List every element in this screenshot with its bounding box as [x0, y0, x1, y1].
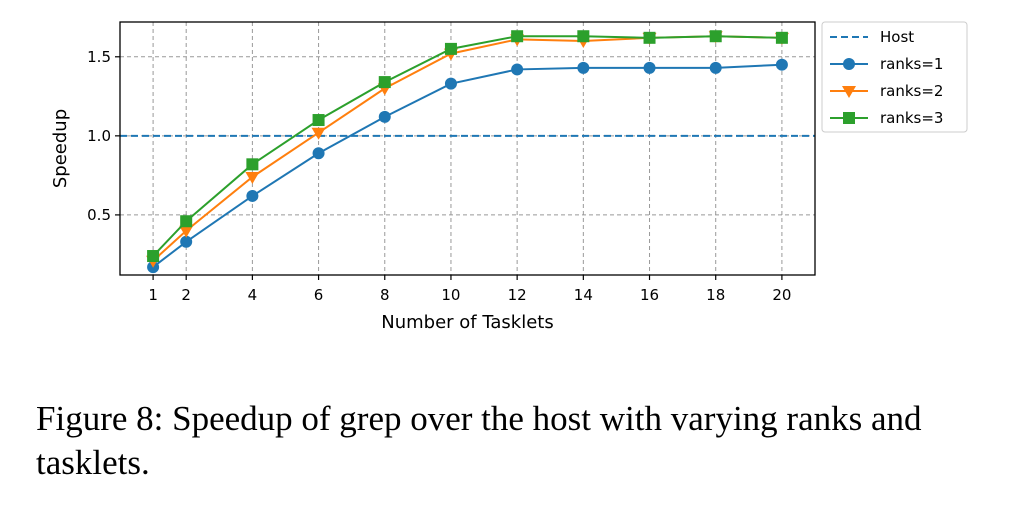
point-ranks=3-1: [147, 250, 160, 263]
x-tick-label-4: 4: [248, 286, 258, 304]
series-line-ranks=2: [152, 35, 782, 262]
legend-box: [821, 21, 968, 133]
point-ranks=1-2: [180, 235, 193, 248]
plot-frame: [119, 21, 816, 276]
series-ranks=2: [146, 31, 789, 268]
series-line-ranks=3: [152, 35, 782, 257]
x-tick-label-1: 1: [148, 286, 158, 304]
legend-label-Host: Host: [880, 28, 914, 46]
series-ranks=3: [147, 30, 788, 263]
point-ranks=1-20: [775, 58, 788, 71]
x-tick-label-18: 18: [706, 286, 725, 304]
point-ranks=3-10: [444, 42, 457, 55]
legend: Host ranks=1 ranks=2 ranks=3: [821, 21, 968, 133]
point-ranks=1-4: [246, 189, 259, 202]
point-ranks=2-2: [179, 225, 194, 238]
x-tick-label-6: 6: [314, 286, 324, 304]
point-ranks=3-2: [180, 215, 193, 228]
series-group: [146, 30, 789, 274]
point-ranks=2-4: [245, 171, 260, 184]
point-ranks=3-20: [775, 31, 788, 44]
y-tick-label-1.0: 1.0: [87, 127, 111, 145]
series-ranks=1: [147, 58, 788, 274]
x-tick-label-20: 20: [772, 286, 791, 304]
x-tick-label-8: 8: [380, 286, 390, 304]
legend-marker-ranks=3: [843, 112, 855, 124]
y-axis-label: Speedup: [50, 109, 71, 188]
legend-marker-ranks=2: [842, 86, 856, 98]
y-tick-label-1.5: 1.5: [87, 48, 111, 66]
point-ranks=1-18: [709, 61, 722, 74]
figure-caption: Figure 8: Speedup of grep over the host …: [36, 399, 922, 482]
grid: [120, 22, 815, 275]
point-ranks=3-18: [709, 30, 722, 43]
point-ranks=1-12: [511, 63, 524, 76]
x-tick-label-2: 2: [181, 286, 191, 304]
legend-label-ranks=2: ranks=2: [880, 82, 943, 100]
point-ranks=1-8: [378, 110, 391, 123]
legend-label-ranks=3: ranks=3: [880, 109, 943, 127]
point-ranks=2-6: [311, 127, 326, 140]
point-ranks=3-16: [643, 31, 656, 44]
y-axis-ticks: 0.5 1.0 1.5: [87, 48, 120, 224]
point-ranks=3-12: [511, 30, 524, 43]
x-axis-ticks: 1 2 4 6 8 10 12 14 16 18 20: [148, 275, 791, 304]
x-tick-label-10: 10: [441, 286, 460, 304]
x-tick-label-16: 16: [640, 286, 659, 304]
legend-label-ranks=1: ranks=1: [880, 55, 943, 73]
speedup-chart: 1 2 4 6 8 10 12 14 16 18 20 0.51.01.5 Number of Ta…: [50, 21, 968, 333]
x-axis-label: Number of Tasklets: [381, 312, 553, 333]
x-tick-label-12: 12: [508, 286, 527, 304]
point-ranks=3-4: [246, 158, 259, 171]
point-ranks=3-6: [312, 114, 325, 127]
point-ranks=1-16: [643, 61, 656, 74]
y-tick-label-0.5: 0.5: [87, 206, 111, 224]
point-ranks=1-10: [444, 77, 457, 90]
point-ranks=3-8: [378, 76, 391, 89]
point-ranks=3-14: [577, 30, 590, 43]
x-tick-label-14: 14: [574, 286, 593, 304]
point-ranks=1-6: [312, 147, 325, 160]
legend-marker-ranks=1: [843, 58, 855, 70]
point-ranks=1-14: [577, 61, 590, 74]
